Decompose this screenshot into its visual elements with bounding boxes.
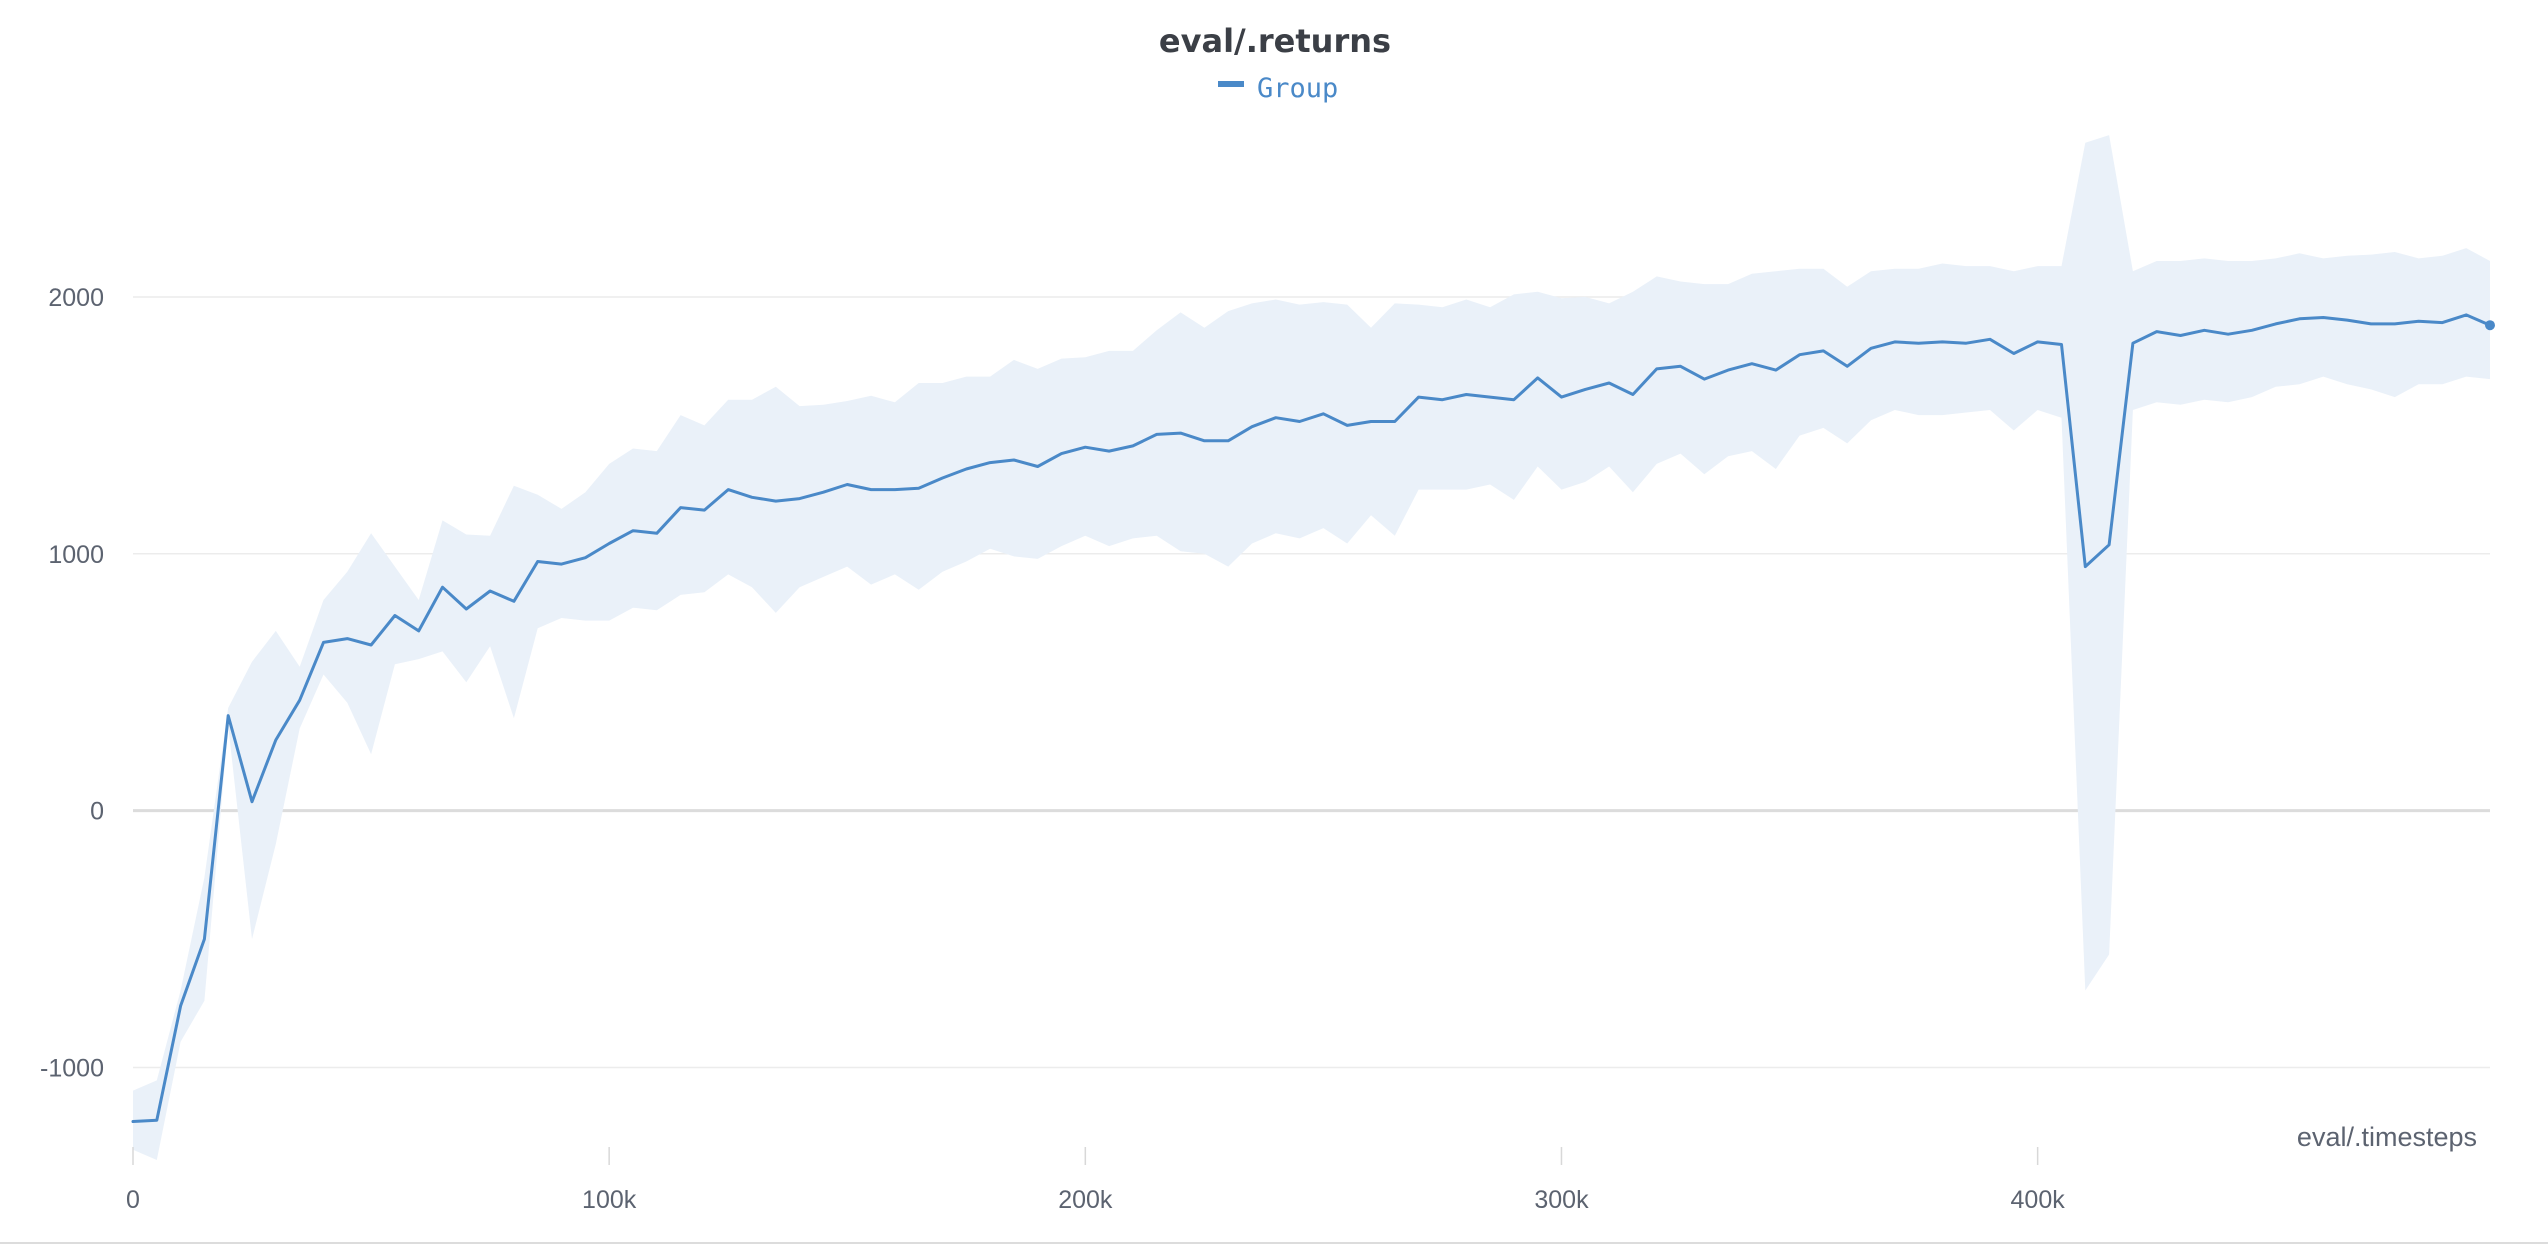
x-tick-label: 400k bbox=[2011, 1186, 2066, 1214]
x-tick-label: 100k bbox=[582, 1186, 637, 1214]
legend-swatch bbox=[1218, 81, 1244, 87]
confidence-band-layer bbox=[133, 135, 2490, 1161]
series-line-group[interactable] bbox=[131, 313, 2492, 1123]
series-line-layer bbox=[131, 313, 2495, 1123]
x-tick-label: 200k bbox=[1058, 1186, 1113, 1214]
x-axis: 0 100k 200k 300k 400k bbox=[0, 1147, 2548, 1244]
series-band-group bbox=[133, 135, 2490, 1161]
y-tick-label: 1000 bbox=[48, 541, 104, 569]
x-tick-label: 300k bbox=[1534, 1186, 1589, 1214]
y-tick-label: -1000 bbox=[40, 1055, 104, 1083]
chart-title: eval/.returns bbox=[1159, 22, 1391, 60]
y-tick-label: 2000 bbox=[48, 284, 104, 312]
y-tick-label: 0 bbox=[90, 798, 104, 826]
series-end-point bbox=[2485, 320, 2495, 331]
legend[interactable]: Group bbox=[1218, 73, 1338, 104]
y-axis: -1000 0 1000 2000 bbox=[40, 284, 104, 1083]
x-tick-label: 0 bbox=[126, 1186, 140, 1214]
x-axis-label: eval/.timesteps bbox=[2297, 1122, 2477, 1152]
legend-label-group: Group bbox=[1257, 73, 1338, 104]
